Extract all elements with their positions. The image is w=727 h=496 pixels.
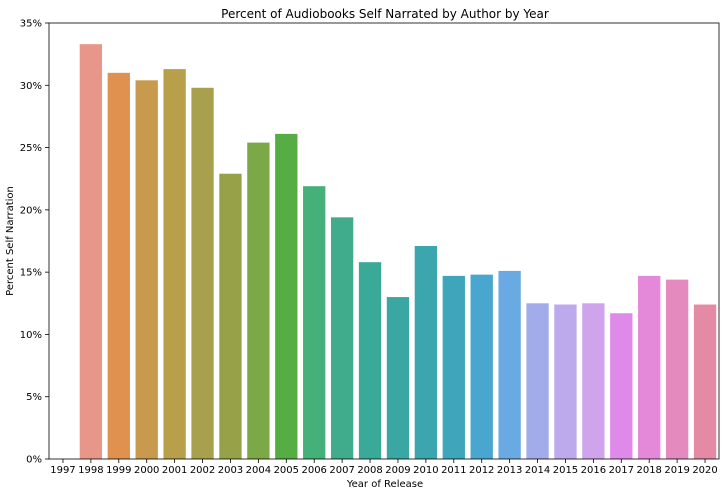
x-tick-label: 2003: [218, 465, 243, 476]
x-tick-label: 2016: [581, 465, 606, 476]
bar-2013: [498, 270, 521, 459]
y-tick-label: 10%: [20, 330, 42, 341]
bar-2020: [693, 304, 717, 459]
x-tick-label: 1998: [78, 465, 103, 476]
bar-2011: [442, 275, 465, 459]
x-tick-label: 2020: [692, 465, 717, 476]
x-tick-label: 2001: [162, 465, 187, 476]
x-tick-label: 2015: [553, 465, 578, 476]
bars-layer: [79, 44, 717, 460]
bar-1998: [79, 44, 103, 460]
x-tick-label: 2014: [525, 465, 550, 476]
bar-2008: [358, 262, 382, 459]
bar-2006: [303, 186, 326, 459]
bar-2007: [330, 217, 354, 459]
x-tick-label: 2013: [497, 465, 522, 476]
x-tick-label: 2010: [413, 465, 438, 476]
y-tick-label: 0%: [26, 455, 42, 466]
bar-2002: [191, 87, 214, 459]
y-tick-label: 35%: [20, 19, 42, 30]
x-tick-label: 2009: [385, 465, 410, 476]
x-tick-label: 2002: [190, 465, 215, 476]
y-ticks: 0% 5% 10% 15% 20% 25% 30% 35%: [20, 19, 49, 466]
x-tick-label: 2018: [636, 465, 661, 476]
x-ticks: 1997 1998 1999 2000 2001 2002 2003 2004 2005 2006…: [50, 459, 718, 476]
bar-2001: [163, 69, 186, 459]
x-axis-label: Year of Release: [346, 479, 423, 490]
y-tick-label: 30%: [20, 81, 42, 92]
x-tick-label: 2004: [246, 465, 271, 476]
bar-2014: [526, 303, 549, 459]
bar-2005: [275, 133, 298, 459]
y-tick-label: 20%: [20, 205, 42, 216]
x-tick-label: 2012: [469, 465, 494, 476]
bar-2017: [610, 313, 633, 459]
bar-2012: [470, 274, 493, 459]
bar-2019: [665, 279, 689, 459]
bar-2016: [582, 303, 605, 459]
bar-2003: [219, 173, 242, 460]
bar-2000: [135, 80, 158, 460]
bar-2009: [386, 297, 410, 459]
bar-2018: [638, 275, 661, 459]
bar-2010: [414, 245, 438, 459]
chart-title: Percent of Audiobooks Self Narrated by A…: [221, 7, 549, 21]
bar-2015: [554, 304, 577, 459]
x-tick-label: 2000: [134, 465, 159, 476]
x-tick-label: 2011: [441, 465, 466, 476]
y-axis-label: Percent Self Narration: [5, 186, 16, 296]
x-tick-label: 2008: [357, 465, 382, 476]
y-tick-label: 25%: [20, 143, 42, 154]
x-tick-label: 2007: [329, 465, 354, 476]
x-tick-label: 1997: [50, 465, 75, 476]
y-tick-label: 15%: [20, 268, 42, 279]
x-tick-label: 1999: [106, 465, 131, 476]
x-tick-label: 2005: [274, 465, 299, 476]
plot-frame: [48, 22, 720, 460]
bar-2004: [247, 142, 270, 459]
x-tick-label: 2019: [664, 465, 689, 476]
x-tick-label: 2006: [301, 465, 326, 476]
bar-1999: [107, 72, 130, 459]
x-tick-label: 2017: [609, 465, 634, 476]
y-tick-label: 5%: [26, 392, 42, 403]
